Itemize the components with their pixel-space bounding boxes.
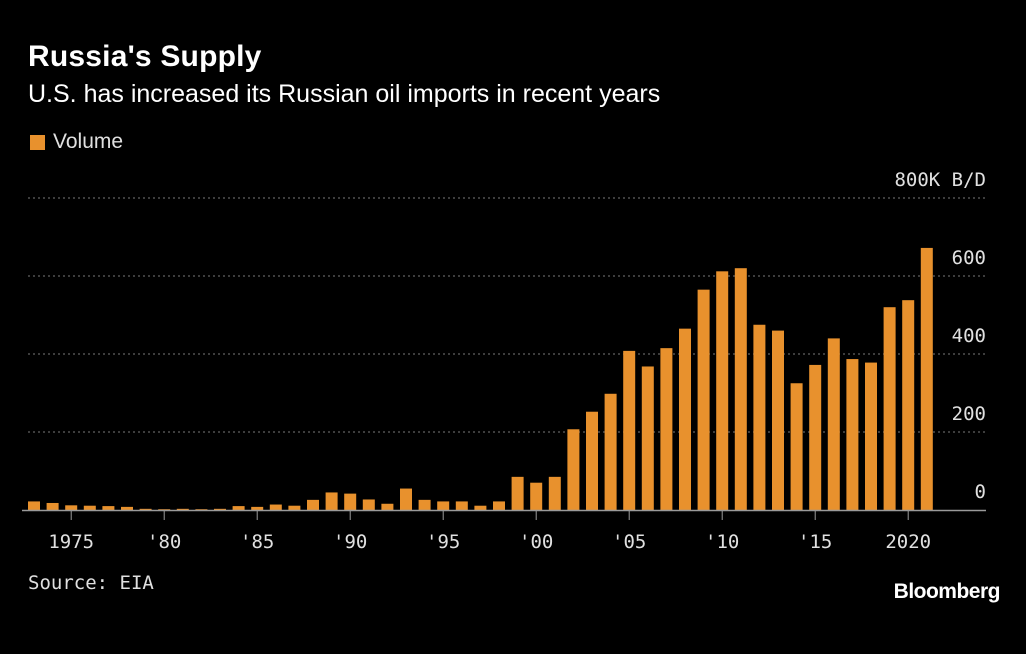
bar <box>251 506 264 510</box>
x-tick-label: '90 <box>333 531 367 553</box>
y-tick-label: 0 <box>975 481 986 503</box>
bar <box>660 348 673 510</box>
bar <box>493 501 505 510</box>
bar <box>46 502 59 510</box>
bar <box>344 493 357 510</box>
bar <box>195 509 208 510</box>
bloomberg-logo: Bloomberg <box>893 580 1001 603</box>
bar <box>474 505 487 510</box>
y-axis-unit-label: 800K B/D <box>894 169 986 191</box>
x-tick-label: 2020 <box>885 531 931 553</box>
x-tick-label: '15 <box>798 531 832 553</box>
bar <box>604 393 617 510</box>
bar <box>920 247 933 511</box>
bar <box>102 506 115 510</box>
bar <box>883 307 896 510</box>
chart-subtitle: U.S. has increased its Russian oil impor… <box>28 80 661 108</box>
bar <box>716 271 729 510</box>
source-note: Source: EIA <box>28 572 154 594</box>
bar <box>121 506 133 510</box>
x-tick-label: 1975 <box>48 531 94 553</box>
legend: Volume <box>30 130 123 154</box>
y-tick-label: 400 <box>952 325 986 347</box>
bar <box>623 350 636 510</box>
bar <box>846 359 859 510</box>
bar <box>418 499 431 510</box>
legend-swatch <box>30 134 45 150</box>
bar <box>865 362 877 510</box>
bar <box>827 338 840 510</box>
bar <box>902 300 915 510</box>
bar <box>65 505 78 510</box>
bar <box>214 508 226 510</box>
bar <box>288 505 301 510</box>
bar <box>734 268 747 510</box>
x-tick-label: '00 <box>519 531 553 553</box>
bar <box>176 508 189 510</box>
bar <box>232 506 245 510</box>
bar <box>362 499 375 510</box>
x-tick-label: '80 <box>147 531 181 553</box>
bar <box>381 503 394 510</box>
bar <box>307 499 319 510</box>
bar <box>269 504 282 510</box>
bar <box>641 366 654 510</box>
bar <box>772 330 784 510</box>
bar <box>455 501 468 510</box>
y-tick-label: 600 <box>952 247 986 269</box>
bar <box>697 289 710 510</box>
bar <box>586 411 598 510</box>
bar <box>139 508 152 510</box>
bar <box>809 364 822 510</box>
x-tick-label: '95 <box>426 531 460 553</box>
bar <box>437 501 450 510</box>
bar <box>83 505 96 510</box>
bar <box>548 476 561 510</box>
x-tick-label: '10 <box>705 531 739 553</box>
bar <box>530 482 543 510</box>
bar <box>158 509 171 510</box>
chart-title: Russia's Supply <box>28 40 262 73</box>
x-tick-label: '85 <box>240 531 274 553</box>
bar <box>28 501 40 510</box>
legend-label: Volume <box>53 130 124 153</box>
y-tick-label: 200 <box>952 403 986 425</box>
bar <box>753 324 766 510</box>
bar <box>511 476 524 510</box>
x-tick-label: '05 <box>612 531 646 553</box>
bar <box>400 488 412 510</box>
bar <box>567 429 580 510</box>
bar <box>790 383 803 510</box>
bar <box>325 492 338 510</box>
bar <box>679 328 691 510</box>
